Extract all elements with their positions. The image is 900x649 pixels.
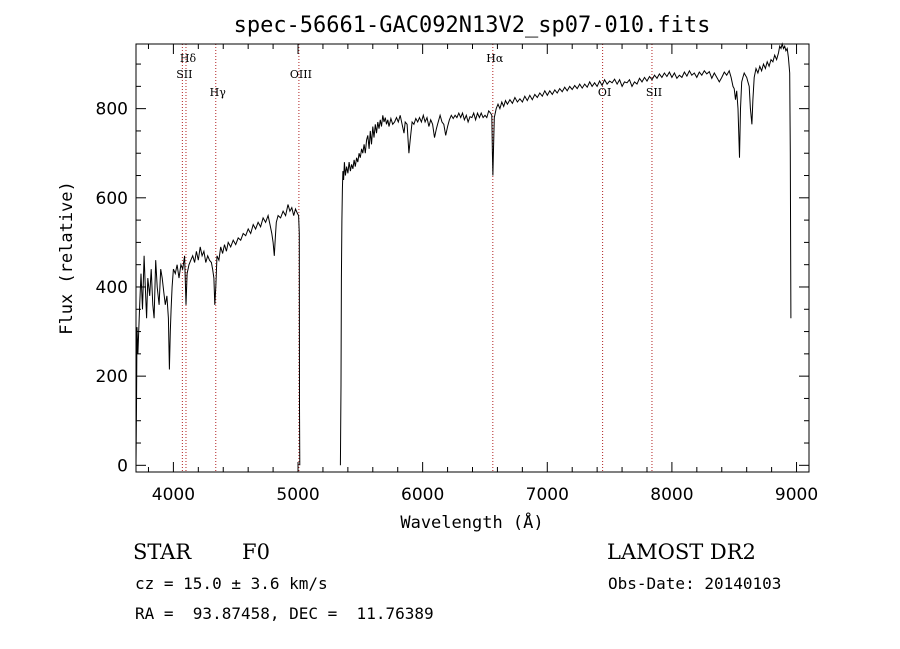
y-axis-label: Flux (relative) [57, 181, 77, 335]
spectrum-series [135, 42, 792, 466]
coordinates-text: RA = 93.87458, DEC = 11.76389 [135, 604, 434, 623]
marker-label-2: SII [176, 68, 192, 81]
x-tick-label: 8000 [650, 485, 693, 505]
marker-label-3: Hγ [210, 86, 227, 99]
plot-frame [135, 43, 810, 473]
line-markers: Hδ SII Hγ OIII Hα OI SII [176, 44, 662, 472]
marker-label-1: Hδ [180, 52, 197, 65]
object-class: STAR [133, 540, 192, 564]
marker-label-6: OI [598, 86, 611, 99]
redshift-text: cz = 15.0 ± 3.6 km/s [135, 574, 328, 593]
y-tick-label: 200 [96, 367, 128, 387]
spectrum-segment-2 [339, 42, 792, 466]
marker-label-4: OIII [290, 68, 312, 81]
x-tick-label: 4000 [152, 485, 195, 505]
marker-label-5: Hα [486, 52, 504, 65]
x-tick-label: 6000 [401, 485, 444, 505]
spectrum-segment-1 [135, 204, 301, 466]
x-axis-label: Wavelength (Å) [400, 511, 543, 533]
x-tick-label: 7000 [526, 485, 569, 505]
y-tick-label: 600 [96, 189, 128, 209]
y-axis: 0 200 400 600 800 [96, 63, 809, 476]
x-tick-label: 5000 [276, 485, 319, 505]
x-axis: 4000 5000 6000 7000 8000 9000 [147, 44, 818, 505]
chart-title: spec-56661-GAC092N13V2_sp07-010.fits [234, 13, 711, 38]
y-tick-label: 800 [96, 100, 128, 120]
x-tick-label: 9000 [775, 485, 818, 505]
object-subclass: F0 [242, 540, 270, 564]
obs-date: Obs-Date: 20140103 [608, 574, 782, 593]
survey-name: LAMOST DR2 [607, 540, 756, 564]
y-tick-label: 0 [117, 456, 128, 476]
marker-label-7: SII [646, 86, 662, 99]
y-tick-label: 400 [96, 278, 128, 298]
